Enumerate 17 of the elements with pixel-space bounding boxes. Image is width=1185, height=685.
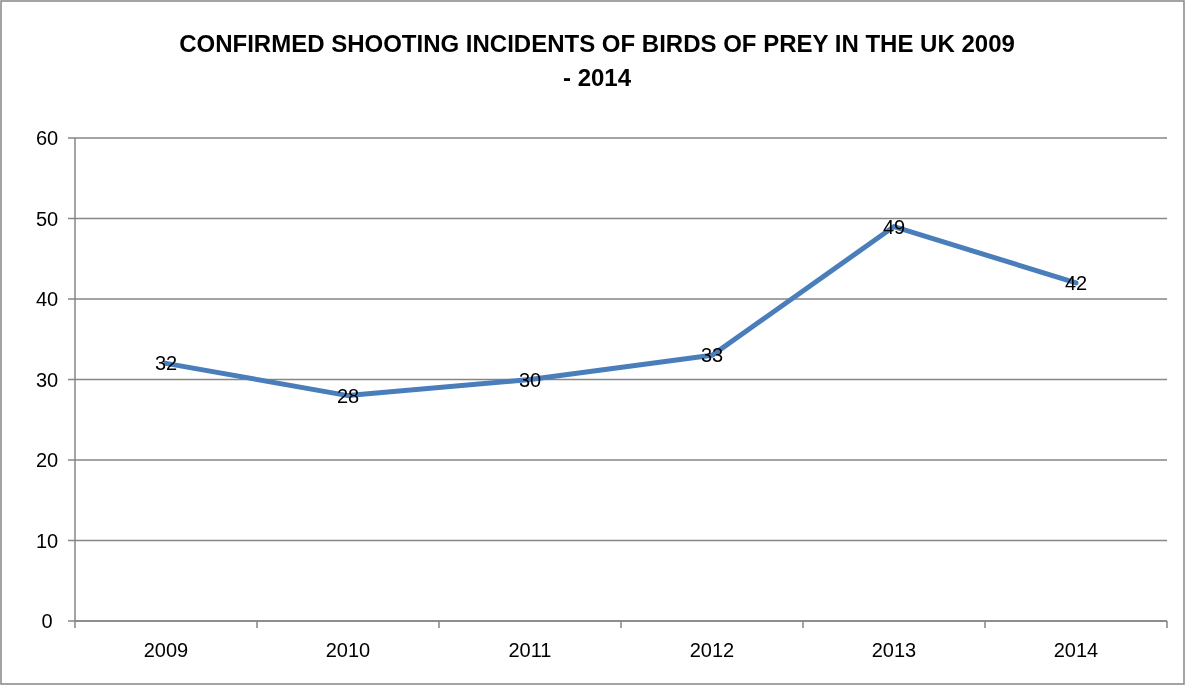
y-tick-label: 60 xyxy=(35,127,59,149)
data-label: 28 xyxy=(336,384,360,407)
y-tick-label: 40 xyxy=(35,288,59,310)
chart-title: CONFIRMED SHOOTING INCIDENTS OF BIRDS OF PREY IN THE UK 2009 - 2014 xyxy=(179,30,1015,91)
y-tick-label: 10 xyxy=(35,529,59,552)
y-tick-label: 50 xyxy=(35,207,59,230)
x-tick-label: 2009 xyxy=(143,639,189,661)
x-tick-label: 2010 xyxy=(325,639,371,661)
data-label: 30 xyxy=(518,368,542,391)
x-tick-label: 2013 xyxy=(871,639,917,661)
y-tick-label: 0 xyxy=(41,610,53,632)
y-tick-label: 30 xyxy=(35,368,59,391)
x-tick-label: 2011 xyxy=(508,639,552,661)
data-label: 49 xyxy=(882,215,906,238)
y-tick-label: 20 xyxy=(35,449,59,471)
x-tick-label: 2012 xyxy=(689,639,735,661)
x-tick-label: 2014 xyxy=(1053,639,1099,661)
